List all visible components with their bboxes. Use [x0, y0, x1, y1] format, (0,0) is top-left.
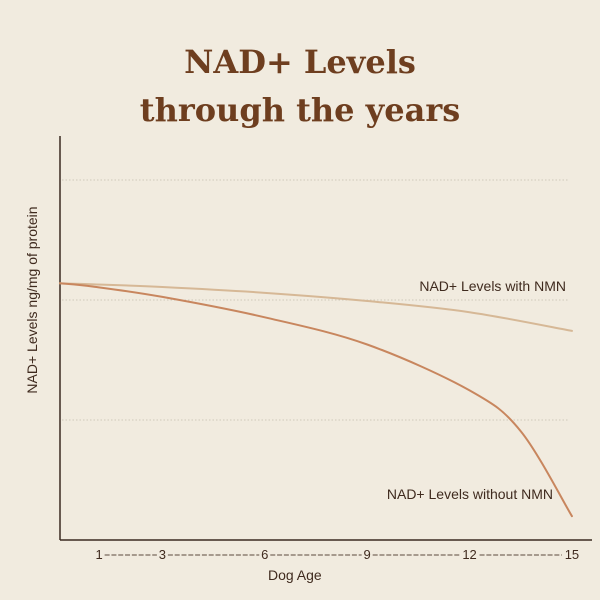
- y-axis-label-wrap: NAD+ Levels ng/mg of protein: [22, 180, 42, 420]
- series-label-without-nmn: NAD+ Levels without NMN: [387, 486, 553, 502]
- series-line-without-nmn: [59, 282, 573, 518]
- y-axis-label: NAD+ Levels ng/mg of protein: [24, 206, 40, 394]
- x-tick-label: 1: [96, 547, 103, 562]
- x-tick-label: 9: [364, 547, 371, 562]
- chart-title-line-1: NAD+ Levels: [184, 43, 416, 81]
- series-line-with-nmn: [59, 282, 573, 332]
- grid-lines: [62, 179, 568, 421]
- chart-title-line-2: through the years: [139, 91, 461, 129]
- x-tick-label: 15: [565, 547, 579, 562]
- x-axis-ticks: 1 3 6 9 12 15: [96, 547, 580, 562]
- series-layer: [59, 282, 573, 518]
- series-label-with-nmn: NAD+ Levels with NMN: [419, 278, 566, 294]
- x-tick-label: 12: [462, 547, 476, 562]
- x-axis-label: Dog Age: [268, 567, 322, 583]
- x-tick-label: 3: [159, 547, 166, 562]
- x-tick-label: 6: [261, 547, 268, 562]
- chart-title: NAD+ Levels through the years: [0, 38, 600, 134]
